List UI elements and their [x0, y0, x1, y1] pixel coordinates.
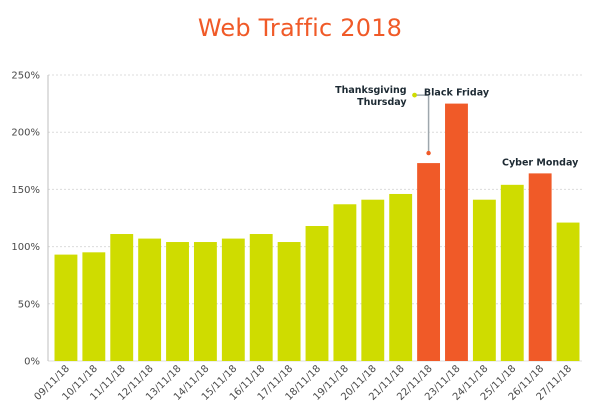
- bar-10/11/18: [82, 252, 106, 361]
- bar-17/11/18: [277, 242, 301, 361]
- bar-16/11/18: [249, 234, 273, 361]
- bar-25/11/18: [500, 184, 524, 361]
- y-tick-label: 250%: [11, 71, 40, 82]
- bar-09/11/18: [54, 254, 78, 361]
- y-tick-label: 0%: [24, 357, 40, 368]
- y-tick-label: 50%: [18, 299, 40, 310]
- annotation-label: Thursday: [357, 97, 407, 108]
- y-tick-label: 200%: [11, 128, 40, 139]
- y-tick-label: 100%: [11, 242, 40, 253]
- bar-15/11/18: [221, 238, 245, 361]
- bar-24/11/18: [472, 199, 496, 361]
- bar-18/11/18: [305, 226, 329, 361]
- y-tick-label: 150%: [11, 185, 40, 196]
- bar-20/11/18: [361, 199, 385, 361]
- bar-13/11/18: [166, 242, 189, 361]
- annotation-end-dot: [426, 150, 431, 156]
- annotation-label: Thanksgiving: [335, 85, 406, 96]
- chart-title: Web Traffic 2018: [197, 14, 403, 42]
- bar-27/11/18: [556, 222, 580, 361]
- bar-22/11/18: [417, 163, 441, 361]
- bar-23/11/18: [445, 103, 468, 361]
- bar-21/11/18: [389, 193, 413, 361]
- annotation-label: Black Friday: [424, 88, 490, 99]
- annotation-connector: [416, 94, 430, 152]
- annotation-start-dot: [412, 92, 417, 98]
- bar-14/11/18: [193, 242, 217, 361]
- bar-19/11/18: [333, 204, 357, 361]
- annotation-label: Cyber Monday: [502, 157, 579, 168]
- bar-12/11/18: [138, 238, 162, 361]
- bar-11/11/18: [110, 234, 134, 361]
- bar-26/11/18: [528, 173, 552, 361]
